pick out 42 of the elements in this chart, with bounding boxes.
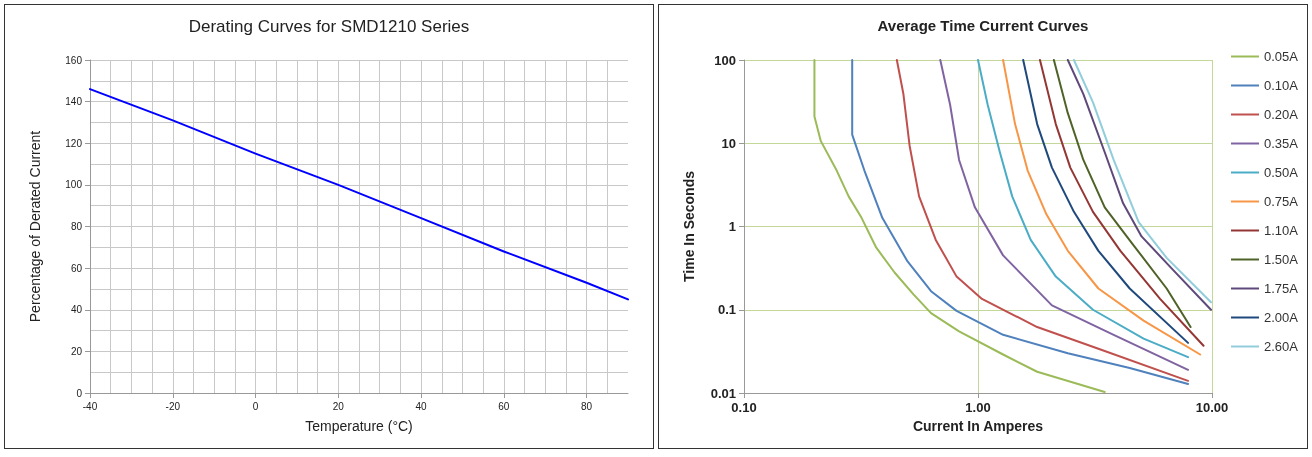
y-tick-label: 140	[65, 96, 83, 108]
y-tick-label: 0	[76, 387, 83, 399]
x-axis-title: Current In Amperes	[912, 418, 1044, 434]
y-tick-label: 60	[70, 262, 83, 274]
legend-label: 1.10A	[1264, 223, 1299, 238]
line-series	[89, 88, 629, 301]
legend-label: 0.10A	[1264, 78, 1299, 93]
x-tick-label: 0.10	[731, 400, 757, 415]
y-axis-title: Percentage of Derated Current	[27, 130, 43, 323]
legend-label: 0.05A	[1264, 49, 1299, 64]
x-tick-label: 60	[498, 400, 510, 412]
y-tick-label: 160	[65, 54, 83, 66]
chart-title: Average Time Current Curves	[877, 17, 1089, 34]
x-tick-label: 1.00	[965, 400, 991, 415]
y-tick-label: 80	[70, 221, 83, 232]
legend-label: 0.50A	[1264, 165, 1299, 180]
y-tick-label: 120	[65, 137, 83, 149]
x-tick-label: -40	[82, 400, 98, 412]
legend-label: 1.75A	[1264, 281, 1299, 296]
y-tick-label: 20	[70, 345, 83, 357]
y-axis-title: Time In Seconds	[681, 170, 697, 282]
x-tick-label: 80	[581, 400, 593, 412]
y-tick-label: 1	[728, 219, 736, 234]
x-tick-label: -20	[165, 400, 181, 412]
x-tick-label: 40	[415, 400, 428, 412]
legend-label: 2.60A	[1264, 339, 1299, 354]
x-tick-label: 10.00	[1195, 400, 1229, 415]
legend-label: 0.75A	[1264, 194, 1299, 209]
y-tick-label: 40	[70, 304, 83, 316]
x-tick-label: 0	[252, 400, 259, 412]
legend-label: 0.20A	[1264, 107, 1299, 122]
y-tick-label: 100	[65, 179, 83, 191]
y-tick-label: 100	[714, 52, 736, 68]
legend-label: 0.35A	[1264, 136, 1299, 151]
x-axis-title: Temperature (°C)	[305, 418, 413, 434]
legend-label: 1.50A	[1264, 252, 1299, 267]
legend-label: 2.00A	[1264, 310, 1299, 325]
y-tick-label: 0.1	[717, 302, 736, 318]
y-tick-label: 0.01	[710, 385, 736, 401]
chart-title: Derating Curves for SMD1210 Series	[188, 17, 470, 36]
x-tick-label: 20	[332, 400, 345, 412]
y-tick-label: 10	[721, 135, 736, 151]
